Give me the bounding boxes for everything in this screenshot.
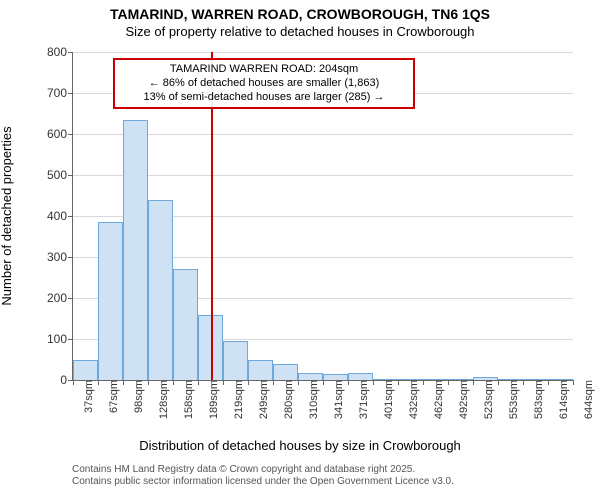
histogram-bar	[148, 200, 173, 380]
xtick-mark	[373, 380, 374, 385]
histogram-bar	[223, 341, 248, 380]
histogram-bar	[373, 379, 398, 380]
chart-title: TAMARIND, WARREN ROAD, CROWBOROUGH, TN6 …	[0, 6, 600, 22]
xtick-mark	[573, 380, 574, 385]
xtick-mark	[298, 380, 299, 385]
xtick-label: 98sqm	[127, 380, 145, 413]
plot-area: 010020030040050060070080037sqm67sqm98sqm…	[72, 52, 573, 381]
annotation-line-1: TAMARIND WARREN ROAD: 204sqm	[121, 63, 407, 77]
xtick-label: 523sqm	[477, 380, 495, 419]
gridline	[73, 134, 573, 135]
xtick-mark	[348, 380, 349, 385]
histogram-bar	[473, 377, 498, 380]
xtick-mark	[73, 380, 74, 385]
xtick-mark	[273, 380, 274, 385]
xtick-label: 462sqm	[427, 380, 445, 419]
histogram-bar	[498, 379, 523, 380]
xtick-label: 341sqm	[327, 380, 345, 419]
xtick-mark	[173, 380, 174, 385]
xtick-label: 401sqm	[377, 380, 395, 419]
xtick-mark	[323, 380, 324, 385]
histogram-bar	[448, 379, 473, 380]
xtick-mark	[98, 380, 99, 385]
xtick-mark	[423, 380, 424, 385]
xtick-mark	[548, 380, 549, 385]
xtick-mark	[523, 380, 524, 385]
annotation-line-3: 13% of semi-detached houses are larger (…	[121, 91, 407, 105]
footer-line-1: Contains HM Land Registry data © Crown c…	[72, 464, 454, 476]
histogram-bar	[273, 364, 298, 380]
xtick-label: 128sqm	[152, 380, 170, 419]
x-axis-label: Distribution of detached houses by size …	[0, 438, 600, 453]
xtick-label: 67sqm	[102, 380, 120, 413]
histogram-bar	[548, 379, 573, 380]
xtick-mark	[123, 380, 124, 385]
footer-line-2: Contains public sector information licen…	[72, 476, 454, 488]
ytick-label: 100	[47, 332, 73, 346]
histogram-bar	[123, 120, 148, 380]
y-axis-label: Number of detached properties	[0, 126, 14, 305]
annotation-line-2: ← 86% of detached houses are smaller (1,…	[121, 77, 407, 91]
histogram-bar	[98, 222, 123, 380]
ytick-label: 200	[47, 291, 73, 305]
ytick-label: 800	[47, 45, 73, 59]
histogram-bar	[348, 373, 373, 380]
footer-attribution: Contains HM Land Registry data © Crown c…	[72, 464, 454, 488]
xtick-label: 583sqm	[527, 380, 545, 419]
xtick-label: 280sqm	[277, 380, 295, 419]
ytick-label: 500	[47, 168, 73, 182]
xtick-mark	[473, 380, 474, 385]
xtick-label: 553sqm	[502, 380, 520, 419]
xtick-label: 432sqm	[402, 380, 420, 419]
gridline	[73, 175, 573, 176]
histogram-bar	[73, 360, 98, 380]
ytick-label: 600	[47, 127, 73, 141]
histogram-bar	[248, 360, 273, 381]
property-size-histogram: TAMARIND, WARREN ROAD, CROWBOROUGH, TN6 …	[0, 0, 600, 500]
xtick-label: 37sqm	[77, 380, 95, 413]
histogram-bar	[423, 379, 448, 380]
ytick-label: 400	[47, 209, 73, 223]
xtick-mark	[198, 380, 199, 385]
chart-subtitle: Size of property relative to detached ho…	[0, 24, 600, 39]
xtick-mark	[448, 380, 449, 385]
xtick-mark	[398, 380, 399, 385]
histogram-bar	[298, 373, 323, 380]
ytick-label: 300	[47, 250, 73, 264]
gridline	[73, 52, 573, 53]
xtick-label: 249sqm	[252, 380, 270, 419]
xtick-label: 492sqm	[452, 380, 470, 419]
xtick-label: 310sqm	[302, 380, 320, 419]
xtick-label: 158sqm	[177, 380, 195, 419]
xtick-label: 614sqm	[552, 380, 570, 419]
annotation-box: TAMARIND WARREN ROAD: 204sqm ← 86% of de…	[113, 58, 415, 109]
ytick-label: 700	[47, 86, 73, 100]
histogram-bar	[398, 379, 423, 380]
xtick-label: 644sqm	[577, 380, 595, 419]
histogram-bar	[323, 374, 348, 380]
xtick-mark	[248, 380, 249, 385]
histogram-bar	[523, 379, 548, 380]
xtick-mark	[223, 380, 224, 385]
histogram-bar	[173, 269, 198, 380]
xtick-mark	[148, 380, 149, 385]
xtick-mark	[498, 380, 499, 385]
ytick-label: 0	[60, 373, 73, 387]
xtick-label: 189sqm	[202, 380, 220, 419]
xtick-label: 219sqm	[227, 380, 245, 419]
xtick-label: 371sqm	[352, 380, 370, 419]
